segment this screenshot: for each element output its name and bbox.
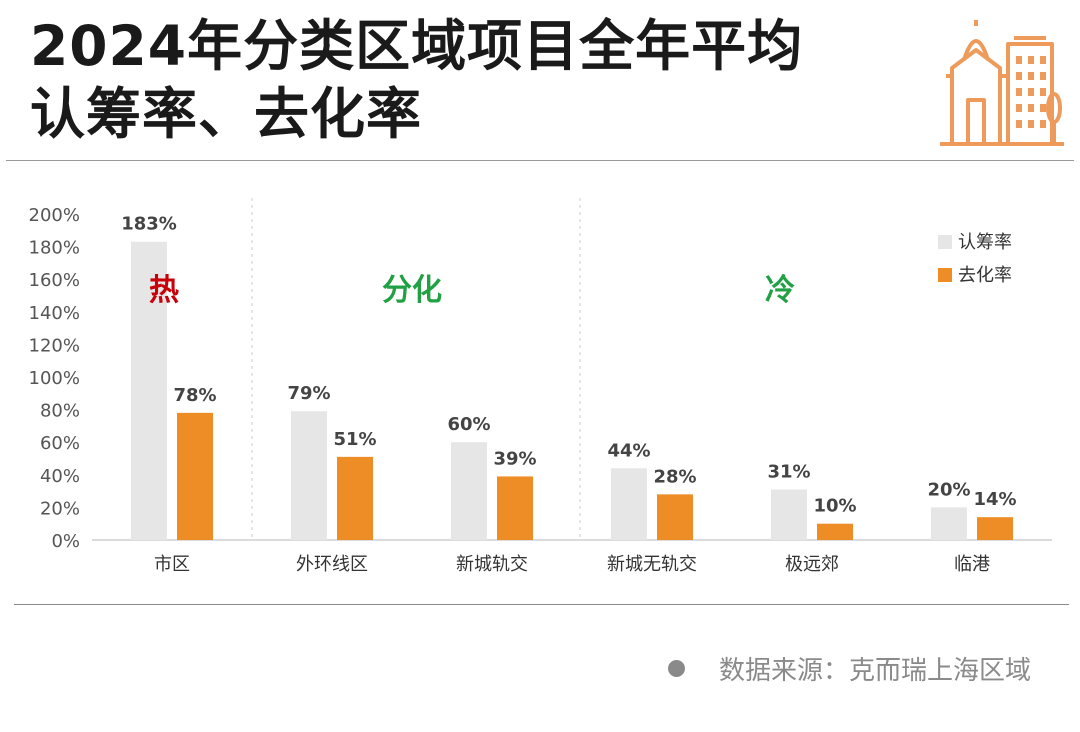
group-annotation-cool: 冷: [765, 273, 795, 308]
page-title: 2024年分类区域项目全年平均 认筹率、去化率: [30, 12, 910, 148]
bar-subscription-rate: [451, 442, 487, 540]
bar-value-label: 44%: [607, 440, 650, 461]
bar-value-label: 28%: [653, 466, 696, 487]
x-tick-label: 新城无轨交: [607, 554, 697, 575]
legend-swatch: [938, 235, 952, 249]
data-source-text: 数据来源：克而瑞上海区域: [719, 656, 1032, 686]
y-tick-label: 100%: [29, 368, 80, 389]
bar-value-label: 78%: [173, 385, 216, 406]
bar-sellthrough-rate: [497, 476, 533, 540]
legend-label: 认筹率: [958, 232, 1012, 253]
bar-sellthrough-rate: [657, 494, 693, 540]
bar-sellthrough-rate: [177, 412, 213, 540]
bar-subscription-rate: [931, 507, 967, 540]
bar-chart: 0% 20% 40% 60% 80% 100% 120% 140% 160% 180% 200% 18…: [29, 198, 1052, 575]
y-tick-label: 60%: [40, 433, 80, 454]
title-line-1: 2024年分类区域项目全年平均: [30, 14, 804, 78]
y-tick-label: 120%: [29, 335, 80, 356]
bar-value-label: 183%: [121, 214, 177, 235]
data-source: 数据来源：克而瑞上海区域: [668, 650, 1031, 687]
y-tick-label: 80%: [40, 401, 80, 422]
bar-value-label: 10%: [813, 496, 856, 517]
bar-value-label: 20%: [927, 479, 970, 500]
y-tick-label: 20%: [40, 498, 80, 519]
legend-label: 去化率: [958, 265, 1012, 286]
y-tick-label: 180%: [29, 238, 80, 259]
bar-sellthrough-rate: [337, 456, 373, 540]
legend-swatch: [938, 268, 952, 282]
x-tick-label: 新城轨交: [456, 554, 528, 575]
y-tick-label: 0%: [51, 531, 80, 552]
x-tick-label: 外环线区: [296, 554, 368, 575]
bar-value-label: 14%: [973, 489, 1016, 510]
bar-value-label: 39%: [493, 448, 536, 469]
city-buildings-icon: [940, 20, 1064, 146]
title-line-2: 认筹率、去化率: [30, 82, 423, 146]
bar-subscription-rate: [771, 489, 807, 540]
group-annotation-hot: 热: [149, 273, 179, 308]
x-tick-label: 临港: [954, 554, 990, 575]
bar-value-label: 79%: [287, 383, 330, 404]
bar-sellthrough-rate: [977, 517, 1013, 540]
y-tick-label: 40%: [40, 466, 80, 487]
bar-value-label: 51%: [333, 429, 376, 450]
bullet-dot-icon: [668, 660, 685, 677]
bar-subscription-rate: [131, 241, 167, 540]
y-tick-label: 200%: [29, 205, 80, 226]
bar-value-label: 60%: [447, 414, 490, 435]
bar-value-label: 31%: [767, 461, 810, 482]
y-tick-label: 140%: [29, 303, 80, 324]
y-tick-label: 160%: [29, 270, 80, 291]
x-tick-label: 极远郊: [785, 554, 839, 575]
group-annotation-divided: 分化: [382, 273, 442, 308]
bar-subscription-rate: [291, 411, 327, 540]
top-divider: [6, 160, 1074, 161]
bar-sellthrough-rate: [817, 523, 853, 540]
bottom-divider: [14, 604, 1069, 605]
x-tick-label: 市区: [154, 554, 190, 575]
bar-subscription-rate: [611, 468, 647, 540]
